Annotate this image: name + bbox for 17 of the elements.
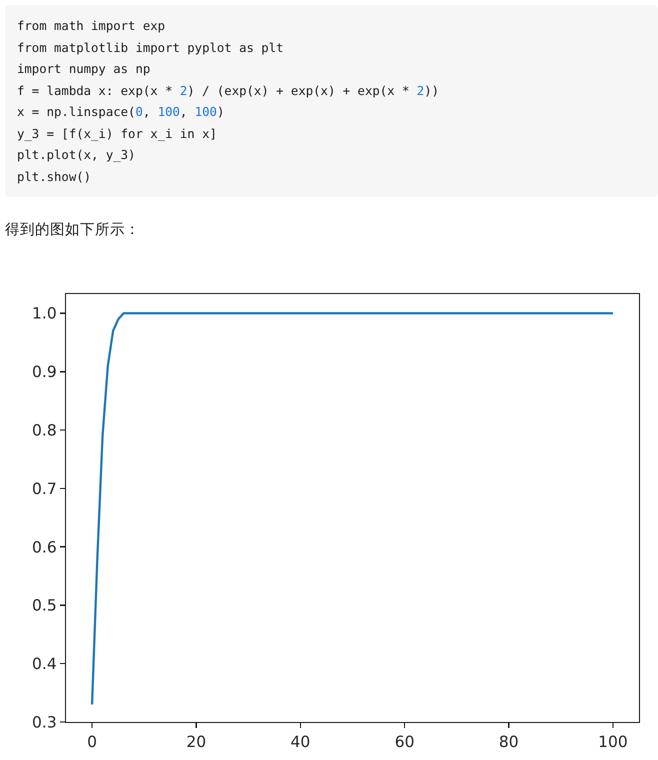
y-tick-label: 1.0 xyxy=(32,304,57,323)
y-tick-label: 0.9 xyxy=(32,363,57,382)
x-tick-label: 20 xyxy=(186,732,206,751)
line-series xyxy=(90,312,614,706)
x-tick-label: 40 xyxy=(290,732,310,751)
y-tick-label: 0.3 xyxy=(32,713,57,732)
y-tick-label: 0.5 xyxy=(32,596,57,615)
x-tick-label: 60 xyxy=(394,732,414,751)
y-tick-label: 0.7 xyxy=(32,480,57,498)
y-tick-label: 0.6 xyxy=(32,538,57,556)
text: 得到的图如下所示： xyxy=(5,221,140,240)
y-tick-label: 0.8 xyxy=(32,421,57,440)
text: from math import exp from matplotlib import pyplot as plt import numpy as np f = lambda x: exp(x * 2) / (exp(x) + exp(x) + exp(x * 2)) x = np.linspace(0, 100, 100) y_3 = [f(x_i) for x_i in x] plt.plot(x, y_3) plt.show() xyxy=(17,19,440,184)
x-tick-label: 100 xyxy=(598,732,628,751)
y-tick-label: 0.4 xyxy=(32,655,57,674)
x-tick-label: 0 xyxy=(87,732,97,751)
x-tick-label: 80 xyxy=(498,732,519,751)
